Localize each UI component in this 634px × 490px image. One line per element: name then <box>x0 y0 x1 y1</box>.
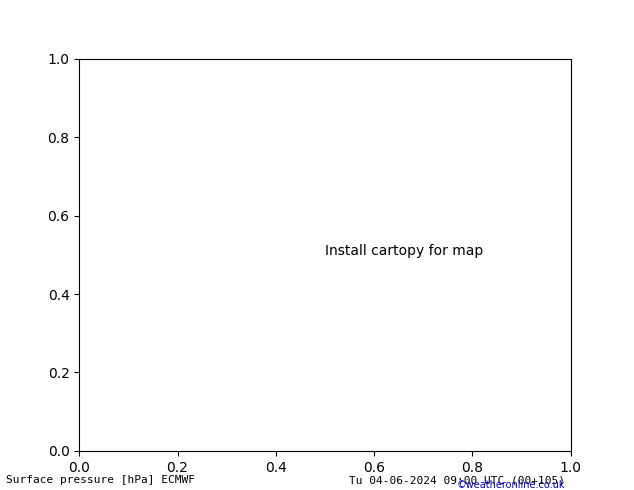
Text: Install cartopy for map: Install cartopy for map <box>325 244 483 258</box>
Text: Tu 04-06-2024 09:00 UTC (00+105): Tu 04-06-2024 09:00 UTC (00+105) <box>349 475 565 485</box>
Text: Surface pressure [hPa] ECMWF: Surface pressure [hPa] ECMWF <box>6 475 195 485</box>
Text: ©weatheronline.co.uk: ©weatheronline.co.uk <box>456 480 565 490</box>
